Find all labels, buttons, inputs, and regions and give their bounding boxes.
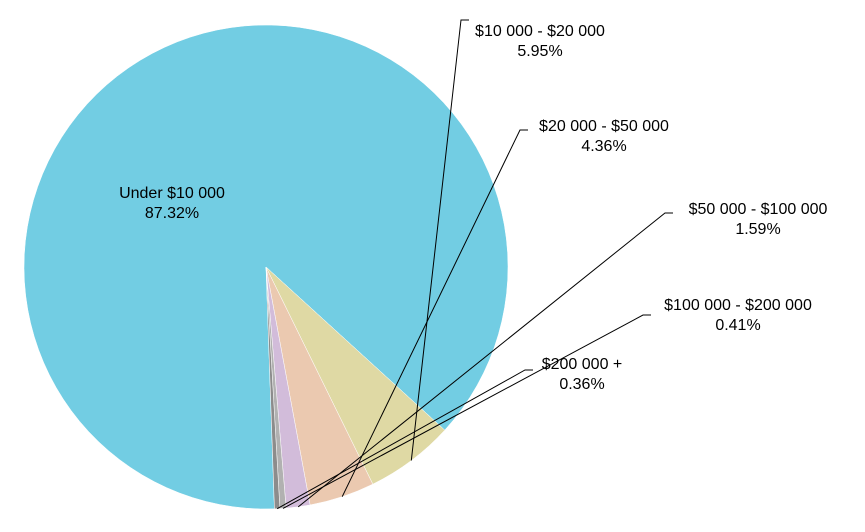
slice-category-label: $100 000 - $200 000 (664, 297, 812, 314)
slice-category-label: $20 000 - $50 000 (539, 118, 669, 135)
slice-percent-label: 87.32% (145, 205, 199, 222)
slice-category-label: $200 000 + (542, 356, 623, 373)
slice-category-label: $50 000 - $100 000 (689, 201, 828, 218)
slice-percent-label: 1.59% (735, 221, 780, 238)
leader-line-1 (410, 19, 469, 461)
leader-line-4 (282, 314, 651, 509)
slice-percent-label: 0.41% (715, 317, 760, 334)
pie-slice-0 (23, 24, 509, 510)
pie-slice-5 (265, 266, 281, 510)
slice-percent-label: 0.36% (559, 376, 604, 393)
leader-line-2 (341, 129, 528, 497)
slice-category-label: $10 000 - $20 000 (475, 23, 605, 40)
slice-percent-label: 5.95% (517, 43, 562, 60)
leader-line-3 (297, 212, 673, 508)
leader-line-5 (276, 369, 533, 510)
slice-percent-label: 4.36% (581, 138, 626, 155)
slice-category-label: Under $10 000 (119, 185, 225, 202)
